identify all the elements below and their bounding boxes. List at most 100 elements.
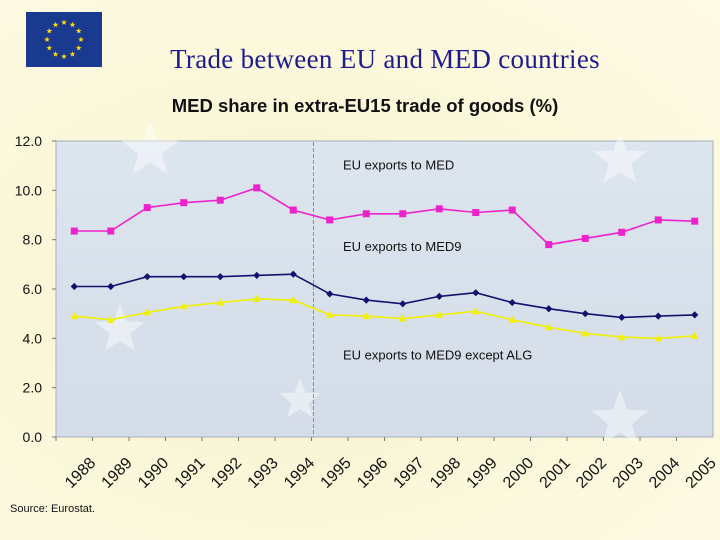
data-point — [180, 273, 188, 281]
plot-area — [55, 140, 714, 438]
data-point — [399, 300, 407, 308]
flag-star — [75, 45, 82, 51]
y-tick-label: 2.0 — [23, 380, 43, 396]
data-point — [581, 310, 589, 318]
series-label: EU exports to MED9 except ALG — [343, 348, 532, 363]
data-point — [289, 206, 297, 214]
x-tick-label: 1991 — [172, 455, 209, 492]
x-tick-label: 1992 — [208, 455, 245, 492]
data-point — [70, 312, 79, 320]
data-point — [691, 217, 699, 225]
data-point — [362, 312, 371, 320]
data-point — [216, 196, 224, 204]
flag-star — [46, 45, 53, 51]
slide-title: Trade between EU and MED countries — [170, 44, 600, 74]
data-point — [435, 292, 443, 300]
series-line — [74, 187, 695, 246]
data-point — [399, 210, 407, 218]
x-tick-label: 1995 — [318, 455, 355, 492]
data-point — [435, 310, 444, 318]
data-point — [107, 227, 115, 235]
decorative-star — [279, 378, 321, 418]
data-point — [654, 312, 662, 320]
data-point — [107, 282, 115, 291]
data-point — [508, 206, 516, 214]
x-tick-label: 2003 — [610, 455, 647, 492]
source-note: Source: Eurostat. — [10, 503, 95, 515]
data-point — [618, 313, 626, 321]
y-tick-label: 0.0 — [23, 429, 43, 445]
data-point — [70, 227, 78, 235]
flag-star — [69, 21, 76, 28]
data-point — [143, 273, 151, 281]
decorative-star — [593, 132, 647, 183]
data-point — [545, 241, 553, 249]
chart-title: MED share in extra-EU15 trade of goods (… — [171, 95, 559, 116]
x-tick-label: 2001 — [537, 455, 574, 492]
data-point — [508, 298, 516, 307]
data-point — [252, 294, 261, 302]
eu-stars-icon — [44, 19, 84, 59]
series-label: EU exports to MED9 — [343, 239, 462, 254]
data-point — [581, 234, 589, 242]
flag-star — [52, 51, 59, 57]
series-line — [74, 273, 695, 319]
data-point — [654, 334, 663, 342]
data-point — [216, 298, 225, 306]
data-point — [690, 331, 699, 339]
flag-star — [69, 51, 76, 57]
data-point — [435, 205, 443, 213]
data-point — [654, 216, 662, 224]
eu-flag-logo — [26, 12, 102, 67]
x-tick-label: 2002 — [573, 455, 610, 492]
data-point — [472, 209, 480, 217]
data-point — [544, 323, 553, 331]
data-point — [617, 333, 626, 341]
data-point — [471, 307, 480, 315]
y-tick-label: 8.0 — [23, 232, 43, 248]
data-point — [143, 204, 151, 212]
x-tick-label: 1990 — [135, 455, 172, 492]
data-point — [362, 296, 370, 304]
data-point — [216, 273, 224, 281]
x-tick-label: 2005 — [683, 455, 720, 492]
data-point — [179, 302, 188, 310]
x-tick-label: 2004 — [646, 455, 683, 492]
flag-star — [61, 19, 67, 25]
flag-star — [61, 53, 67, 59]
decorative-star — [121, 120, 179, 175]
data-point — [472, 289, 480, 297]
y-tick-label: 10.0 — [15, 182, 42, 198]
series-label: EU exports to MED — [343, 158, 454, 173]
data-point — [508, 315, 517, 323]
x-tick-label: 1996 — [354, 455, 391, 492]
x-tick-label: 2000 — [500, 455, 537, 492]
data-point — [618, 228, 626, 236]
data-point — [253, 271, 261, 280]
data-point — [326, 216, 334, 224]
x-tick-label: 1997 — [391, 455, 428, 492]
x-tick-label: 1988 — [62, 455, 99, 492]
x-tick-label: 1998 — [427, 455, 464, 492]
x-tick-label: 1999 — [464, 455, 501, 492]
data-point — [545, 305, 553, 313]
data-point — [143, 308, 152, 316]
data-point — [106, 315, 115, 323]
flag-star — [52, 21, 59, 28]
data-point — [362, 210, 370, 218]
data-point — [326, 290, 334, 298]
y-tick-label: 4.0 — [23, 330, 43, 346]
x-tick-label: 1993 — [245, 455, 282, 492]
data-point — [70, 282, 78, 291]
data-point — [398, 314, 407, 322]
flag-star — [78, 36, 84, 42]
data-point — [289, 296, 298, 304]
decorative-star — [591, 390, 649, 445]
data-point — [180, 199, 188, 207]
x-tick-label: 1994 — [281, 455, 318, 492]
data-point — [325, 310, 334, 318]
flag-star — [46, 28, 53, 34]
data-point — [691, 311, 699, 319]
data-point — [581, 329, 590, 337]
